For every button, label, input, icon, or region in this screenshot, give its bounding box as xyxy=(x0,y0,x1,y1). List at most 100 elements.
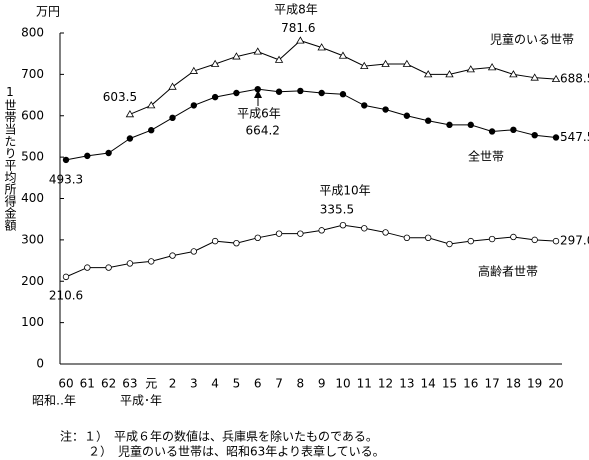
note: 注：１） 平成６年の数値は、兵庫県を除いたものである。 xyxy=(60,429,378,444)
x-tick-label: 60 xyxy=(58,377,73,391)
marker xyxy=(318,89,325,97)
data-label: 781.6 xyxy=(281,21,315,35)
y-tick-label: 800 xyxy=(21,26,44,40)
data-label: 664.2 xyxy=(246,124,280,138)
data-label: 688.5 xyxy=(560,72,589,86)
marker xyxy=(62,156,70,164)
x-tick-label: 11 xyxy=(357,377,372,391)
x-tick-label: 13 xyxy=(399,377,414,391)
marker xyxy=(339,221,347,229)
series-label: 児童のいる世帯 xyxy=(490,32,574,47)
marker xyxy=(148,258,155,265)
note: ２） 児童のいる世帯は、昭和63年より表章している。 xyxy=(88,444,385,459)
x-tick-label: 19 xyxy=(527,377,542,391)
y-tick-label: 500 xyxy=(21,150,44,164)
x-tick-label: 20 xyxy=(548,377,563,391)
marker xyxy=(169,114,176,122)
marker xyxy=(446,240,453,248)
marker xyxy=(318,227,325,234)
unit-label: 万円 xyxy=(36,5,60,19)
marker xyxy=(531,236,538,244)
data-label: 493.3 xyxy=(49,172,83,186)
x-tick-label: 12 xyxy=(378,377,393,391)
marker xyxy=(510,233,517,241)
marker xyxy=(254,85,261,93)
marker xyxy=(530,73,539,81)
marker xyxy=(424,234,432,242)
marker xyxy=(168,82,177,90)
marker xyxy=(84,152,91,160)
marker xyxy=(381,59,390,67)
x-tick-label: 4 xyxy=(211,377,219,391)
marker xyxy=(382,106,389,113)
marker xyxy=(445,70,454,78)
y-tick-label: 400 xyxy=(21,191,44,205)
marker xyxy=(361,225,368,232)
marker xyxy=(190,248,198,255)
marker xyxy=(296,36,305,44)
marker xyxy=(509,70,518,78)
annotation: 平成6年 xyxy=(237,107,281,121)
marker xyxy=(552,134,560,141)
marker xyxy=(190,102,198,109)
x-tick-label: 63 xyxy=(122,377,137,391)
series-label: 高齢者世帯 xyxy=(478,264,538,279)
y-tick-label: 300 xyxy=(21,232,44,246)
x-tick-label: 9 xyxy=(318,377,326,391)
x-tick-label: 18 xyxy=(506,377,521,391)
marker xyxy=(382,229,389,236)
y-tick-label: 100 xyxy=(21,315,44,329)
x-tick-label: 元 xyxy=(145,377,157,391)
marker xyxy=(84,264,91,271)
x-tick-label: 15 xyxy=(442,377,457,391)
marker xyxy=(126,260,134,267)
marker xyxy=(211,93,219,101)
marker xyxy=(254,234,261,242)
x-tick-label: 2 xyxy=(169,377,177,391)
marker xyxy=(487,63,497,71)
marker xyxy=(105,264,112,271)
marker xyxy=(531,131,538,139)
marker xyxy=(275,88,283,95)
marker xyxy=(424,117,432,124)
marker xyxy=(253,47,262,55)
marker xyxy=(467,121,474,129)
x-tick-label: 7 xyxy=(275,377,283,391)
x-tick-label: 16 xyxy=(463,377,478,391)
x-tick-label: 3 xyxy=(190,377,198,391)
x-tick-label: 61 xyxy=(80,377,95,391)
marker xyxy=(233,89,240,97)
x-tick-label: 14 xyxy=(421,377,436,391)
marker xyxy=(189,66,199,74)
marker xyxy=(403,234,411,242)
marker xyxy=(552,237,560,245)
marker xyxy=(488,235,496,243)
x-tick-label: 10 xyxy=(335,377,350,391)
marker xyxy=(62,273,70,281)
data-label: 210.6 xyxy=(49,288,83,302)
marker xyxy=(275,230,283,237)
marker xyxy=(274,55,284,63)
data-label: 335.5 xyxy=(320,203,354,217)
marker xyxy=(339,91,347,98)
y-tick-label: 700 xyxy=(21,67,44,81)
marker xyxy=(148,127,155,134)
series-label: 全世帯 xyxy=(468,149,504,164)
x-tick-label: 5 xyxy=(233,377,241,391)
marker xyxy=(147,101,156,109)
marker xyxy=(488,128,496,135)
marker xyxy=(105,149,112,157)
data-label: 297.0 xyxy=(560,234,589,248)
data-label: 603.5 xyxy=(103,90,137,104)
y-tick-label: 0 xyxy=(36,357,44,371)
marker xyxy=(423,70,433,78)
series-line xyxy=(65,88,557,161)
marker xyxy=(467,237,474,245)
x-sublabel: 昭和‥年 xyxy=(32,394,76,408)
marker xyxy=(551,74,561,83)
marker xyxy=(233,239,240,247)
series-line xyxy=(65,224,557,278)
x-tick-label: 17 xyxy=(484,377,499,391)
x-sublabel: 平成･年 xyxy=(120,394,162,408)
marker xyxy=(210,59,220,67)
